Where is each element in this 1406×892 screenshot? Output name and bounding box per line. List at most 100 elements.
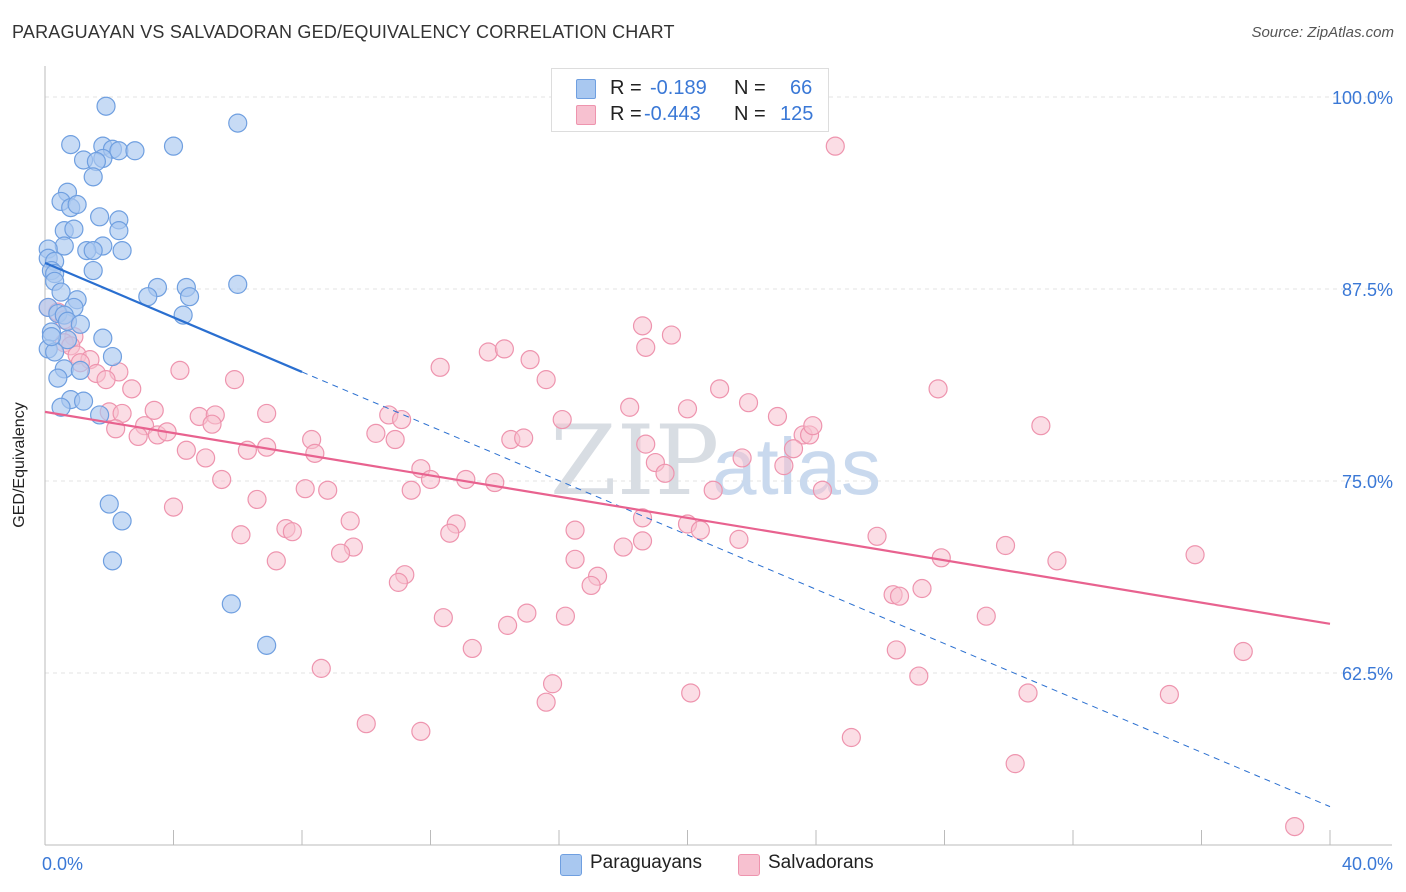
data-point <box>620 397 640 417</box>
legend-r-label: R = <box>610 103 642 125</box>
watermark: ZIP atlas <box>550 405 881 517</box>
chart-title: PARAGUAYAN VS SALVADORAN GED/EQUIVALENCY… <box>12 22 675 42</box>
data-point <box>812 480 833 500</box>
y-tick-label: 62.5% <box>1342 664 1393 684</box>
data-point <box>391 409 412 430</box>
data-point <box>440 523 460 543</box>
data-point <box>677 399 698 419</box>
data-point <box>1031 416 1051 436</box>
data-point <box>202 414 222 434</box>
data-point <box>41 327 62 347</box>
data-point <box>632 316 653 336</box>
data-point <box>867 526 887 546</box>
data-point <box>228 274 248 294</box>
legend-swatch-blue <box>576 79 596 99</box>
data-point <box>886 640 906 660</box>
data-point <box>73 391 94 411</box>
data-point <box>613 537 633 557</box>
data-point <box>196 448 216 468</box>
data-point <box>636 434 656 454</box>
data-point <box>636 337 656 357</box>
legend-n-value: 125 <box>780 103 814 125</box>
data-point <box>54 236 74 256</box>
salvadorans-points <box>38 136 1305 837</box>
data-point <box>565 549 585 569</box>
legend-n-value: 66 <box>790 77 813 99</box>
data-point <box>356 714 376 734</box>
data-point <box>221 594 241 614</box>
data-point <box>928 379 948 399</box>
data-point <box>555 606 576 626</box>
data-point <box>783 439 804 459</box>
data-point <box>266 551 286 571</box>
data-point <box>478 342 498 362</box>
data-point <box>295 479 315 499</box>
data-point <box>128 426 148 447</box>
data-point <box>909 666 929 686</box>
data-point <box>93 328 113 348</box>
legend-r-value: -0.189 <box>650 77 707 99</box>
data-point <box>889 586 910 606</box>
data-point <box>163 136 184 156</box>
data-point <box>774 456 794 476</box>
data-point <box>83 260 103 281</box>
x-tick-label: 40.0% <box>1342 854 1393 874</box>
data-point <box>710 379 730 399</box>
data-point <box>231 525 251 545</box>
data-point <box>99 494 119 514</box>
data-point <box>125 141 145 161</box>
data-point <box>1233 641 1253 662</box>
data-point <box>170 360 190 381</box>
data-point <box>542 674 563 694</box>
data-point <box>825 136 845 156</box>
data-point <box>661 325 682 345</box>
watermark-zip: ZIP <box>550 405 719 517</box>
data-point <box>64 219 84 239</box>
data-point <box>90 207 110 227</box>
data-point <box>109 141 129 161</box>
data-point <box>228 113 248 133</box>
data-point <box>70 360 90 381</box>
data-point <box>520 350 540 370</box>
data-point <box>51 397 71 417</box>
data-point <box>703 480 723 500</box>
source-credit: Source: ZipAtlas.com <box>1251 24 1394 41</box>
data-point <box>109 221 129 241</box>
data-point <box>102 551 123 571</box>
data-point <box>976 606 996 626</box>
data-point <box>767 406 788 427</box>
data-point <box>388 572 408 592</box>
data-point <box>401 480 421 500</box>
data-point <box>732 448 752 468</box>
legend-r-label: R = <box>610 77 642 99</box>
data-point <box>420 469 441 490</box>
salvadorans-trend-line <box>44 410 1331 625</box>
bottom-legend-label: Paraguayans <box>590 852 702 873</box>
data-point <box>494 339 514 359</box>
data-point <box>411 721 431 741</box>
data-point <box>1047 551 1067 571</box>
data-point <box>912 578 932 599</box>
data-point <box>1159 684 1179 705</box>
paraguayans-points <box>38 96 277 655</box>
data-point <box>803 416 823 436</box>
data-point <box>632 531 653 551</box>
data-point <box>514 428 534 448</box>
data-point <box>536 692 556 712</box>
data-point <box>51 282 71 302</box>
data-point <box>163 497 184 517</box>
data-point <box>1005 754 1025 774</box>
data-point <box>581 575 601 596</box>
trend-lines <box>44 261 1331 808</box>
data-point <box>96 370 116 390</box>
legend-r-value: -0.443 <box>644 103 701 125</box>
bottom-legend-swatch-pink <box>738 854 760 876</box>
data-point <box>632 508 653 528</box>
data-point <box>565 520 585 540</box>
data-point <box>729 529 749 549</box>
data-point <box>179 287 200 307</box>
data-point <box>498 615 518 635</box>
data-point <box>102 346 123 367</box>
data-point <box>247 489 267 510</box>
